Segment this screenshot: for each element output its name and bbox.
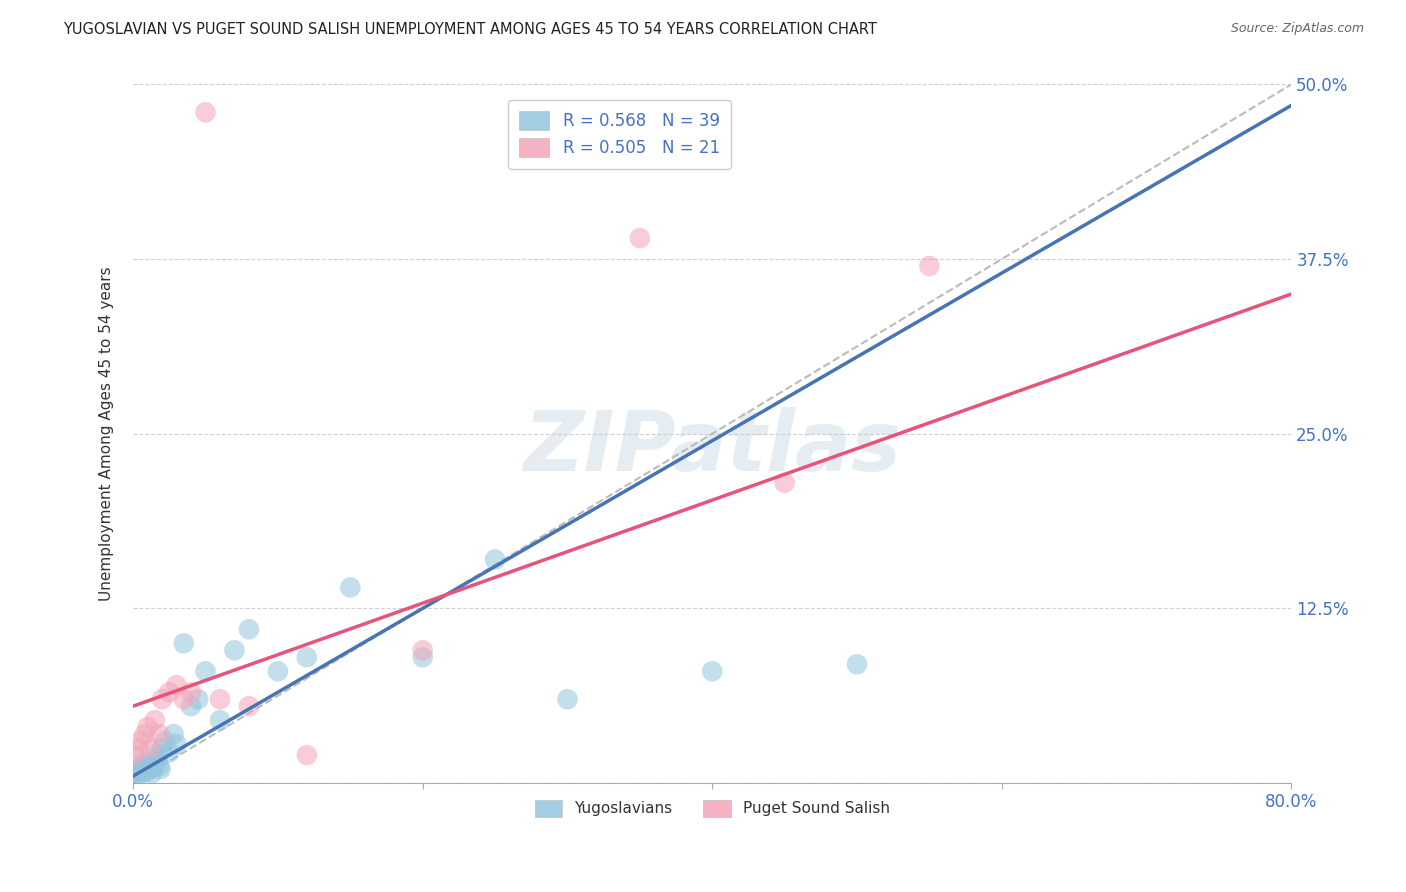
Y-axis label: Unemployment Among Ages 45 to 54 years: Unemployment Among Ages 45 to 54 years — [100, 267, 114, 601]
Point — [136, 759, 159, 773]
Point — [128, 762, 150, 776]
Point — [150, 692, 173, 706]
Point — [208, 692, 231, 706]
Point — [339, 581, 361, 595]
Point — [557, 692, 579, 706]
Point — [166, 678, 188, 692]
Point — [194, 105, 217, 120]
Point — [127, 767, 149, 781]
Text: ZIPatlas: ZIPatlas — [523, 408, 901, 488]
Point — [173, 636, 195, 650]
Point — [180, 699, 202, 714]
Point — [148, 727, 170, 741]
Point — [194, 665, 217, 679]
Point — [702, 665, 724, 679]
Point — [628, 231, 651, 245]
Point — [150, 741, 173, 756]
Point — [136, 720, 159, 734]
Point — [157, 685, 180, 699]
Point — [127, 741, 149, 756]
Point — [143, 713, 166, 727]
Point — [208, 713, 231, 727]
Point — [134, 755, 156, 769]
Point — [484, 552, 506, 566]
Point — [139, 757, 162, 772]
Point — [187, 692, 209, 706]
Point — [145, 755, 167, 769]
Point — [129, 734, 152, 748]
Point — [146, 751, 169, 765]
Point — [157, 745, 180, 759]
Point — [918, 259, 941, 273]
Point — [166, 737, 188, 751]
Point — [134, 727, 156, 741]
Point — [153, 734, 176, 748]
Point — [180, 685, 202, 699]
Point — [846, 657, 869, 672]
Legend: Yugoslavians, Puget Sound Salish: Yugoslavians, Puget Sound Salish — [527, 792, 897, 824]
Point — [125, 764, 148, 779]
Point — [238, 623, 260, 637]
Point — [124, 748, 146, 763]
Point — [295, 650, 318, 665]
Point — [148, 759, 170, 773]
Point — [173, 692, 195, 706]
Point — [224, 643, 246, 657]
Point — [142, 761, 165, 775]
Point — [141, 766, 163, 780]
Text: Source: ZipAtlas.com: Source: ZipAtlas.com — [1230, 22, 1364, 36]
Point — [412, 650, 434, 665]
Point — [135, 764, 157, 779]
Point — [149, 762, 172, 776]
Point — [129, 759, 152, 773]
Point — [138, 762, 160, 776]
Point — [163, 727, 186, 741]
Point — [132, 764, 155, 778]
Point — [143, 748, 166, 763]
Point — [295, 748, 318, 763]
Point — [139, 741, 162, 756]
Point — [238, 699, 260, 714]
Point — [773, 475, 796, 490]
Text: YUGOSLAVIAN VS PUGET SOUND SALISH UNEMPLOYMENT AMONG AGES 45 TO 54 YEARS CORRELA: YUGOSLAVIAN VS PUGET SOUND SALISH UNEMPL… — [63, 22, 877, 37]
Point — [412, 643, 434, 657]
Point — [267, 665, 290, 679]
Point — [124, 769, 146, 783]
Point — [131, 766, 153, 780]
